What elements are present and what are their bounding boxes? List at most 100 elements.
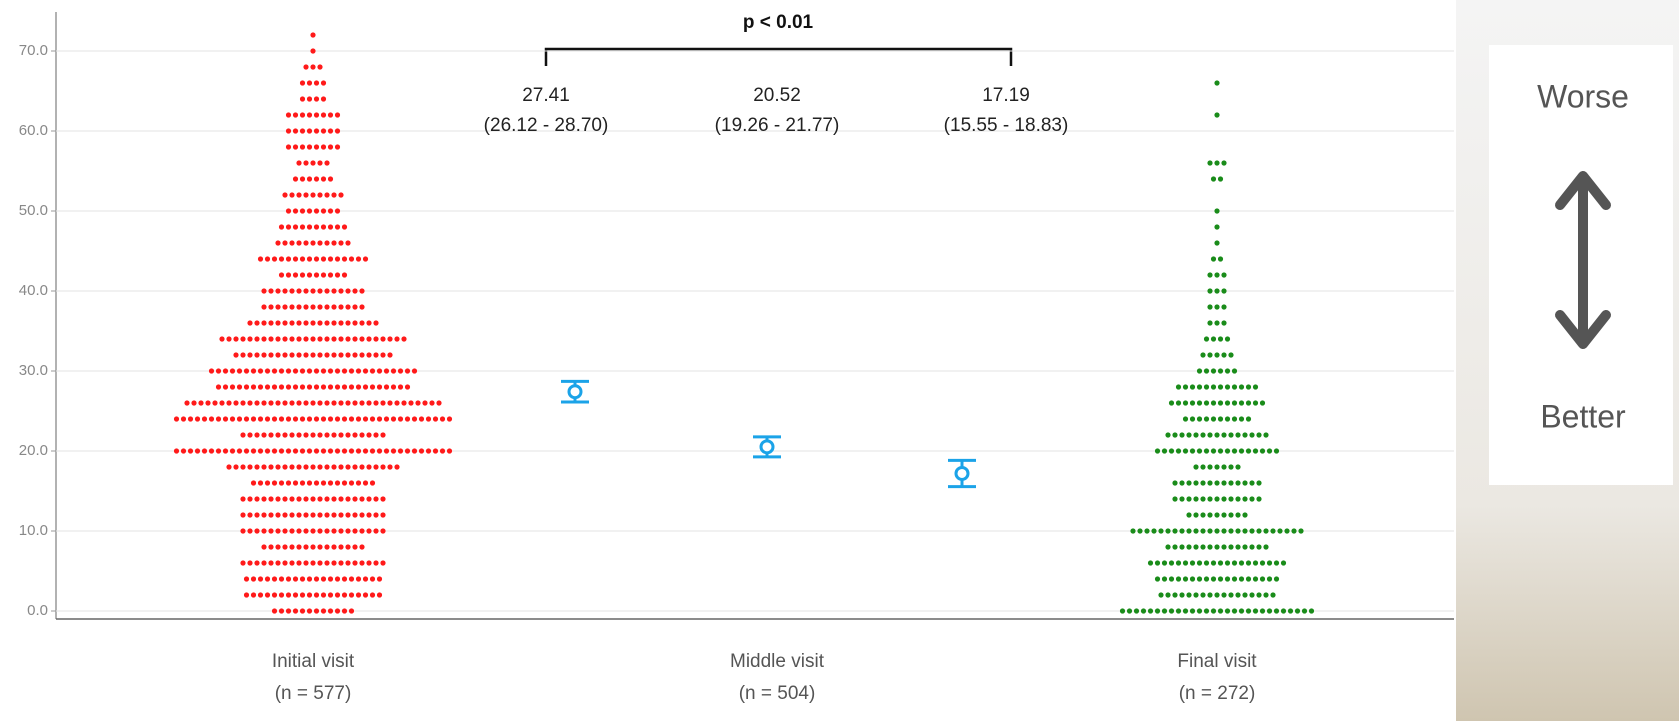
dot xyxy=(303,160,309,166)
dot xyxy=(1217,384,1224,390)
dot xyxy=(380,352,386,358)
dot xyxy=(1242,592,1248,598)
dot xyxy=(296,336,302,342)
dot xyxy=(310,432,316,438)
dot xyxy=(1133,608,1140,614)
dot xyxy=(198,400,204,406)
dot xyxy=(348,608,355,614)
dot xyxy=(310,192,316,198)
dot xyxy=(313,608,320,614)
dot xyxy=(299,144,306,150)
dot xyxy=(324,512,330,518)
dot xyxy=(1154,560,1161,566)
dot xyxy=(1256,432,1262,438)
dot xyxy=(359,512,365,518)
dot xyxy=(233,336,239,342)
dot xyxy=(303,400,309,406)
dot xyxy=(1228,528,1234,534)
dot xyxy=(334,608,341,614)
dot xyxy=(327,416,334,422)
dot xyxy=(1231,560,1238,566)
dot xyxy=(313,576,320,582)
dot xyxy=(1126,608,1133,614)
dot xyxy=(1221,544,1227,550)
dot xyxy=(310,320,316,326)
dot xyxy=(394,464,400,470)
dot xyxy=(376,576,383,582)
dot xyxy=(313,80,320,86)
dot xyxy=(380,400,386,406)
dot xyxy=(296,496,302,502)
dot xyxy=(257,576,264,582)
dot xyxy=(1161,448,1168,454)
dot xyxy=(320,368,327,374)
dot xyxy=(201,448,208,454)
dot xyxy=(1242,528,1248,534)
dot xyxy=(352,304,358,310)
dot xyxy=(324,464,330,470)
dot xyxy=(292,224,299,230)
dot xyxy=(313,208,320,214)
dot xyxy=(1207,544,1213,550)
dot xyxy=(1200,352,1206,358)
dot xyxy=(1214,272,1220,278)
dot xyxy=(345,352,351,358)
dot xyxy=(282,336,288,342)
dot xyxy=(1193,480,1199,486)
dot xyxy=(1186,496,1192,502)
dot xyxy=(380,528,386,534)
dot xyxy=(289,320,295,326)
dot xyxy=(369,480,376,486)
dot xyxy=(338,336,344,342)
dot xyxy=(341,384,348,390)
dot xyxy=(292,208,299,214)
dot xyxy=(247,528,253,534)
dot xyxy=(436,400,442,406)
dot xyxy=(1186,480,1192,486)
dot xyxy=(1259,560,1266,566)
dot xyxy=(1207,528,1213,534)
dot xyxy=(352,512,358,518)
dot xyxy=(334,272,341,278)
dot xyxy=(289,432,295,438)
dot xyxy=(201,416,208,422)
dot xyxy=(285,112,292,118)
dot xyxy=(345,528,351,534)
dot xyxy=(1217,560,1224,566)
dot xyxy=(299,112,306,118)
dot xyxy=(310,48,316,54)
dot xyxy=(348,592,355,598)
dot xyxy=(313,176,320,182)
dot xyxy=(289,336,295,342)
dot xyxy=(278,480,285,486)
dot xyxy=(285,224,292,230)
dot xyxy=(1200,528,1206,534)
dot xyxy=(1263,592,1269,598)
dot xyxy=(1200,432,1206,438)
dot xyxy=(345,496,351,502)
dot xyxy=(275,400,281,406)
dot xyxy=(359,400,365,406)
dot xyxy=(411,448,418,454)
dot xyxy=(355,576,362,582)
dot xyxy=(247,432,253,438)
dot xyxy=(1228,496,1234,502)
dot xyxy=(215,368,222,374)
dot xyxy=(303,544,309,550)
dot xyxy=(275,304,281,310)
dot xyxy=(296,288,302,294)
dot xyxy=(1193,512,1199,518)
dot xyxy=(1273,560,1280,566)
dot xyxy=(299,592,306,598)
dot xyxy=(306,384,313,390)
dot xyxy=(334,592,341,598)
dot xyxy=(327,144,334,150)
dot xyxy=(411,416,418,422)
dot xyxy=(425,448,432,454)
dot xyxy=(1217,608,1224,614)
dot xyxy=(240,352,246,358)
dot xyxy=(289,560,295,566)
dot xyxy=(1158,592,1164,598)
dot xyxy=(261,304,267,310)
dot xyxy=(1235,528,1241,534)
